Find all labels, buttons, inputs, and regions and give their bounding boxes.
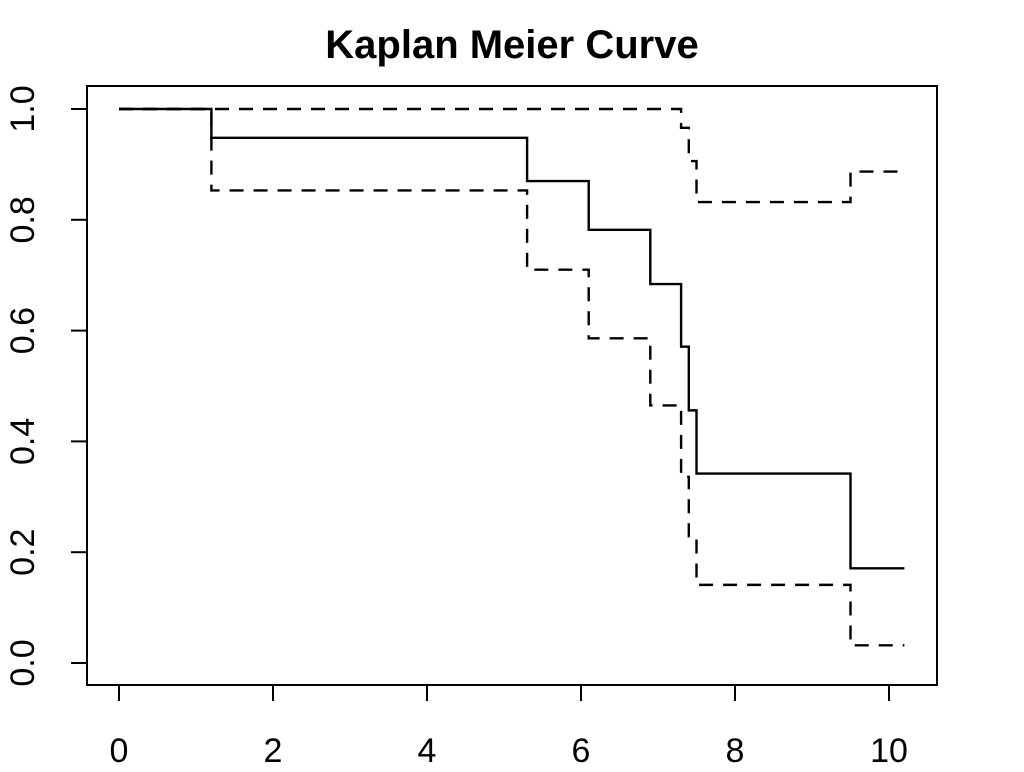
- plot-frame: [86, 85, 938, 686]
- chart-title: Kaplan Meier Curve: [325, 23, 698, 67]
- x-tick-label: 8: [726, 732, 745, 770]
- series-layer: [119, 107, 905, 647]
- y-tick-label: 0.0: [4, 639, 42, 686]
- x-tick-label: 10: [870, 732, 908, 770]
- y-tick-label: 0.4: [4, 418, 42, 465]
- x-tick-label: 0: [110, 732, 129, 770]
- y-tick-label: 0.6: [4, 307, 42, 354]
- x-tick-label: 2: [264, 732, 283, 770]
- lower-ci-line: [119, 107, 905, 647]
- x-tick-label: 4: [418, 732, 437, 770]
- x-axis: 0 2 4 6 8 10: [110, 684, 908, 770]
- upper-ci-line: [119, 107, 905, 204]
- y-tick-label: 0.8: [4, 196, 42, 243]
- x-tick-label: 6: [572, 732, 591, 770]
- y-tick-label: 0.2: [4, 529, 42, 576]
- survival-curve-line: [119, 107, 905, 570]
- y-axis: 0.0 0.2 0.4 0.6 0.8 1.0: [4, 85, 88, 687]
- y-tick-label: 1.0: [4, 85, 42, 132]
